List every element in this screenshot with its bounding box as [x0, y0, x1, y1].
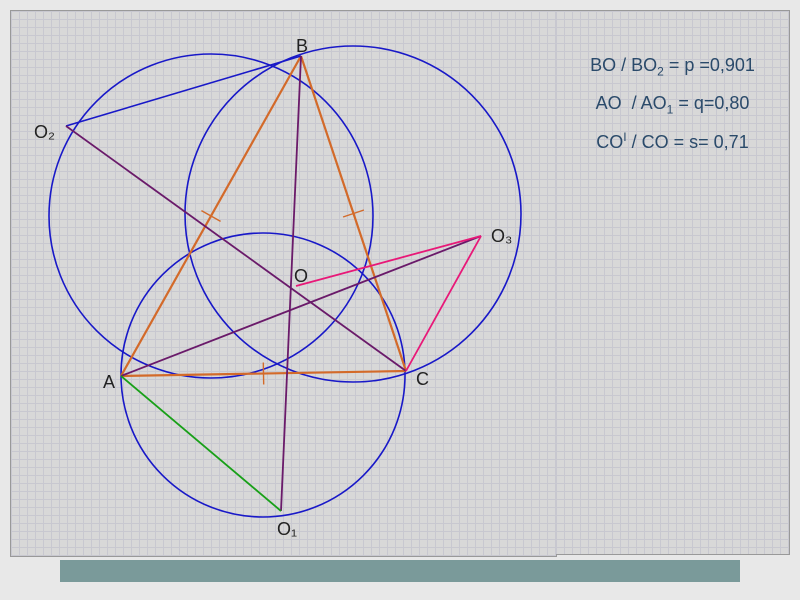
geometry-diagram: A B C O O₁ O₂ O₃ [10, 10, 557, 557]
point-label-O1: O₁ [277, 519, 297, 540]
point-label-O3: O₃ [491, 226, 512, 247]
eq3-den: CO [642, 132, 669, 152]
eq3-val: 0,71 [714, 132, 749, 152]
eq1-num: BO [590, 55, 616, 75]
eq1-val: 0,901 [710, 55, 755, 75]
eq3-var: s [689, 132, 698, 152]
eq2-den: AO [641, 93, 667, 113]
eq2-var: q [694, 93, 704, 113]
point-label-C: C [416, 369, 429, 390]
eq1-den-sub: 2 [657, 65, 664, 79]
eq3-num-sup: I [623, 130, 626, 144]
equations-panel: BO / BO2 = p =0,901 AO / AO1 = q=0,80 CO… [556, 10, 790, 555]
eq1-var: p [684, 55, 694, 75]
eq2-den-sub: 1 [667, 102, 674, 116]
point-label-B: B [296, 36, 308, 57]
footer-bar [60, 560, 740, 582]
point-label-O2: O₂ [34, 122, 55, 143]
point-label-O: O [294, 266, 308, 287]
eq2-val: 0,80 [714, 93, 749, 113]
equation-2: AO / AO1 = q=0,80 [556, 93, 789, 117]
equation-1: BO / BO2 = p =0,901 [556, 55, 789, 79]
equation-3: COI / CO = s= 0,71 [556, 130, 789, 153]
diagram-svg [11, 11, 556, 556]
eq2-num: AO [596, 93, 622, 113]
point-label-A: A [103, 372, 115, 393]
eq1-den: BO [631, 55, 657, 75]
eq3-num: CO [596, 132, 623, 152]
